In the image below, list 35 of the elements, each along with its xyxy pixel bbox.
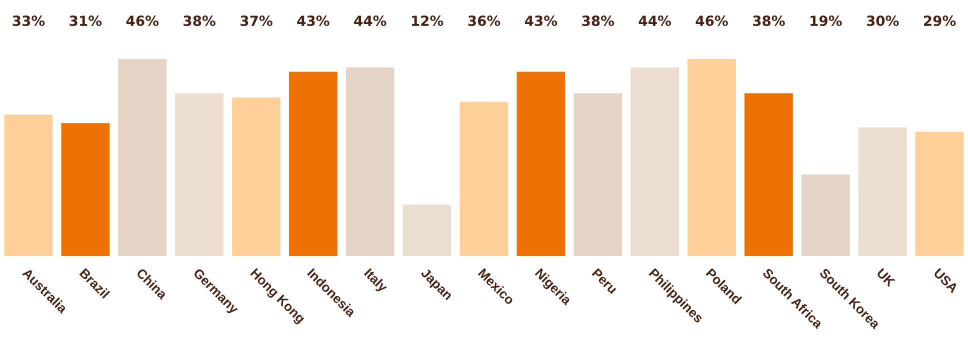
data-label: 43% bbox=[524, 16, 558, 26]
bar bbox=[288, 72, 338, 256]
data-label: 31% bbox=[70, 16, 102, 26]
data-label: 37% bbox=[240, 16, 272, 26]
bar bbox=[574, 93, 622, 256]
x-tick-label: UK bbox=[876, 268, 896, 288]
bar bbox=[858, 127, 907, 256]
data-label: 38% bbox=[582, 16, 614, 26]
bar bbox=[232, 97, 280, 256]
data-label: 44% bbox=[354, 16, 386, 26]
bar bbox=[801, 174, 850, 256]
data-label: 29% bbox=[924, 16, 956, 26]
data-label: 12% bbox=[412, 16, 444, 26]
data-label: 44% bbox=[638, 16, 672, 26]
bar bbox=[346, 67, 394, 256]
bar bbox=[630, 67, 680, 256]
data-label: 46% bbox=[126, 16, 159, 26]
data-label: 43% bbox=[297, 16, 330, 26]
data-label: 38% bbox=[184, 16, 216, 26]
data-label: 46% bbox=[696, 16, 728, 26]
bar bbox=[175, 93, 224, 256]
data-label: 36% bbox=[468, 16, 500, 26]
bar bbox=[118, 58, 167, 256]
bar bbox=[688, 58, 736, 256]
data-label: 30% bbox=[866, 16, 899, 26]
data-label: 33% bbox=[12, 16, 45, 26]
bar bbox=[4, 114, 53, 256]
bar bbox=[402, 204, 452, 256]
bar bbox=[516, 72, 566, 256]
data-label: 38% bbox=[753, 16, 785, 26]
bar bbox=[460, 102, 508, 256]
data-label: 19% bbox=[810, 16, 842, 26]
bar bbox=[61, 123, 110, 256]
bar bbox=[915, 132, 964, 256]
bar bbox=[744, 93, 793, 256]
